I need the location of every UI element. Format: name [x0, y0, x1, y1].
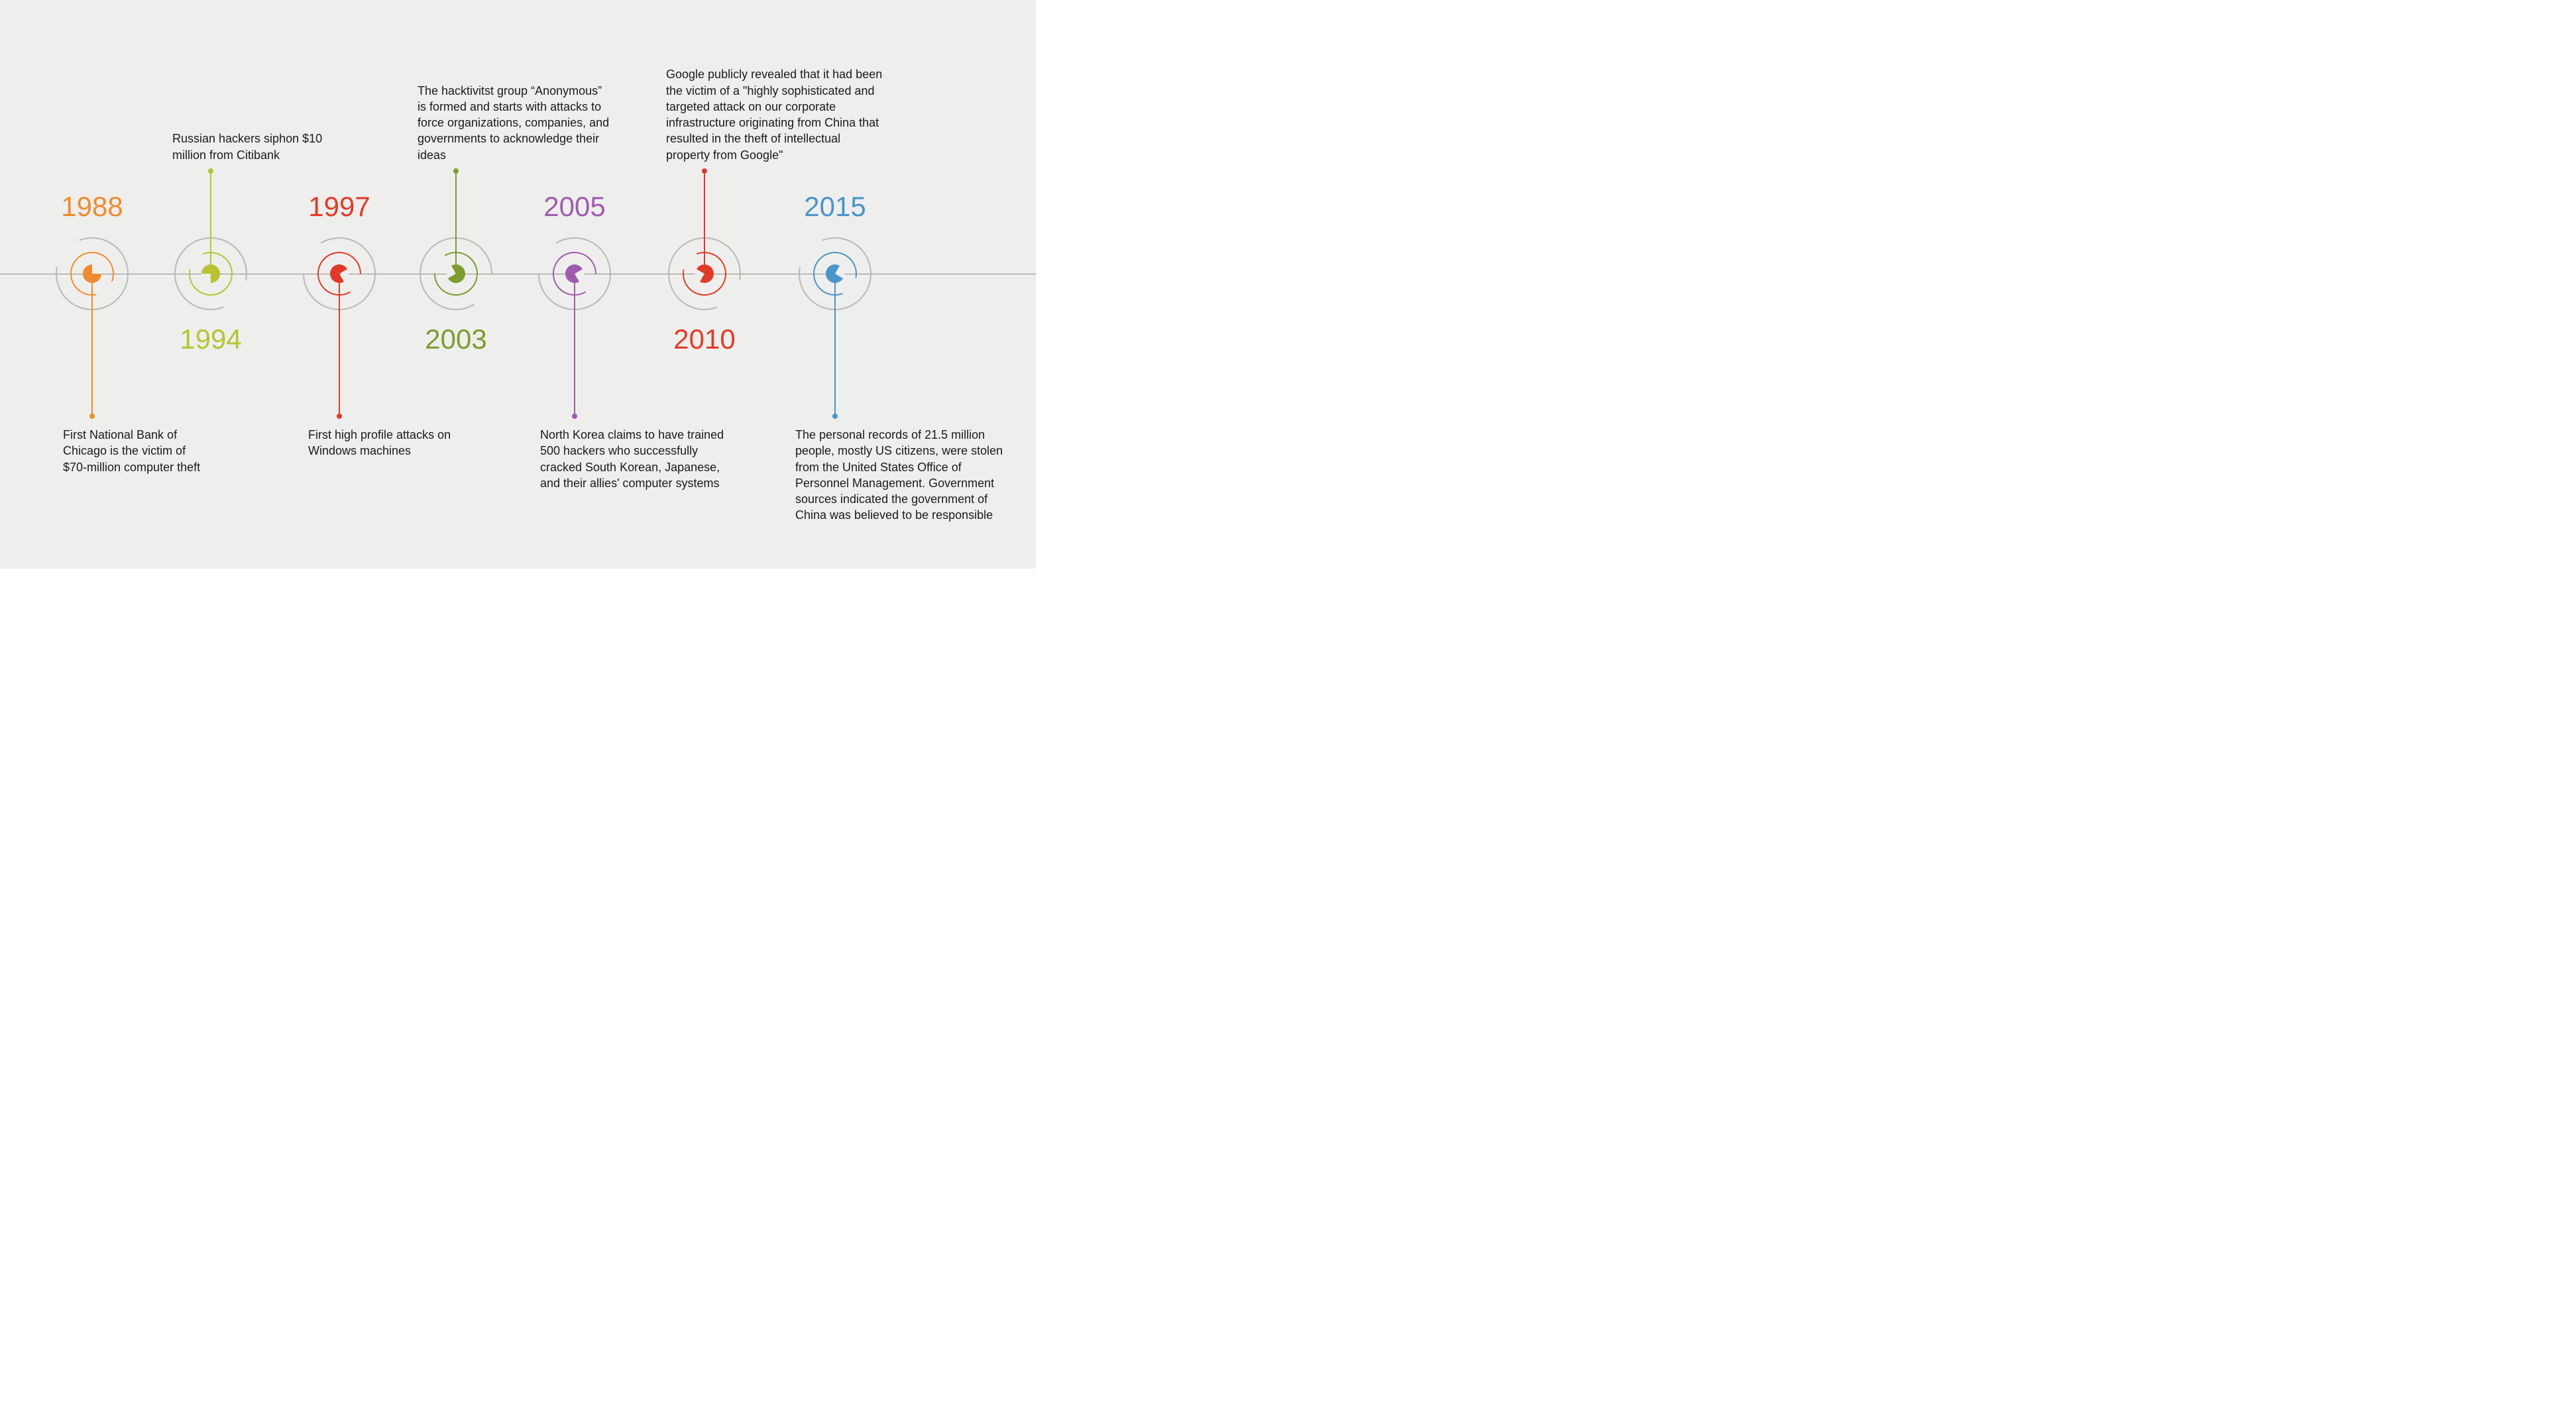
event-description: Google publicly revealed that it had bee…: [666, 66, 885, 163]
event-year: 1988: [61, 193, 123, 221]
event-description: First National Bank of Chicago is the vi…: [63, 427, 209, 475]
timeline-infographic: 1988 First National Bank of Chicago is th…: [0, 0, 1036, 569]
event-description: The personal records of 21.5 million peo…: [795, 427, 1014, 524]
event-year: 2015: [804, 193, 866, 221]
event-description: North Korea claims to have trained 500 h…: [540, 427, 726, 491]
event-year: 1997: [308, 193, 370, 221]
event-year: 2005: [543, 193, 605, 221]
event-description: First high profile attacks on Windows ma…: [308, 427, 467, 459]
event-year: 1994: [180, 325, 241, 353]
event-description: Russian hackers siphon $10 million from …: [172, 131, 345, 163]
event-year: 2003: [425, 325, 486, 353]
event-year: 2010: [673, 325, 735, 353]
event-description: The hacktivitst group “Anonymous” is for…: [418, 83, 610, 163]
